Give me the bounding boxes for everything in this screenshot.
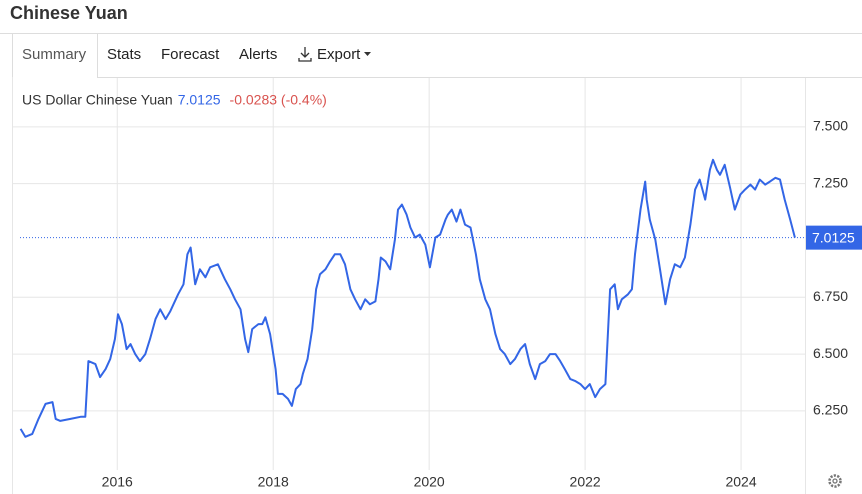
y-tick-label: 6.500 (813, 345, 848, 361)
current-value-box (806, 225, 862, 250)
y-tick-label: 7.250 (813, 174, 848, 190)
page-title: Chinese Yuan (10, 3, 128, 23)
y-tick-label: 7.500 (813, 118, 848, 134)
y-tick-label: 6.250 (813, 402, 848, 418)
dropdown-caret[interactable] (364, 52, 371, 56)
legend-last: 7.0125 (178, 92, 221, 108)
legend-name: US Dollar Chinese Yuan (22, 92, 173, 108)
x-tick-label: 2016 (102, 474, 133, 490)
settings-icon[interactable] (828, 474, 842, 488)
tab[interactable]: Forecast (161, 46, 220, 63)
x-tick-label: 2020 (414, 474, 445, 490)
legend-change: -0.0283 (-0.4%) (230, 92, 327, 108)
series-line (19, 158, 796, 438)
y-tick-label: 6.750 (813, 288, 848, 304)
current-value-label: 7.0125 (812, 229, 855, 245)
tab-border (12, 33, 98, 78)
tab[interactable]: Stats (107, 46, 141, 63)
export-icon[interactable] (298, 47, 312, 62)
x-tick-label: 2022 (570, 474, 601, 490)
tab[interactable]: Summary (22, 46, 87, 63)
x-tick-label: 2018 (258, 474, 289, 490)
x-tick-label: 2024 (725, 474, 756, 490)
tab[interactable]: Export (317, 46, 361, 63)
tab[interactable]: Alerts (239, 46, 277, 63)
